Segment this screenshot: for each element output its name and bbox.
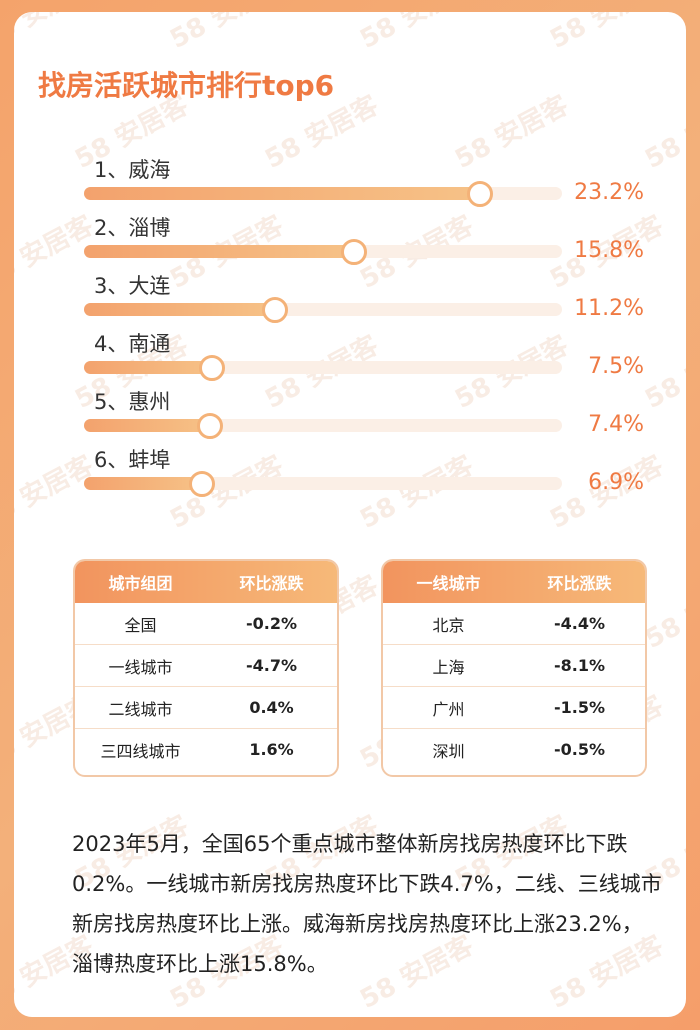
header-cell: 环比涨跌 (239, 574, 304, 593)
table-row: 深圳 -0.5% (383, 728, 645, 770)
city-group-table: 城市组团 环比涨跌 全国 -0.2% 一线城市 -4.7% 二线城市 0.4% … (73, 559, 339, 777)
rank-row: 5、惠州 7.4% (14, 386, 686, 444)
table-header: 一线城市 环比涨跌 (383, 561, 645, 603)
bar-fill (84, 245, 354, 258)
bar-fill (84, 303, 275, 316)
bar-fill (84, 419, 210, 432)
tier1-city-table: 一线城市 环比涨跌 北京 -4.4% 上海 -8.1% 广州 -1.5% 深圳 … (381, 559, 647, 777)
bar-track (84, 471, 562, 497)
city-cell: 二线城市 (108, 699, 173, 719)
city-label: 2、淄博 (94, 216, 171, 240)
change-cell: -0.2% (245, 614, 297, 633)
bar-fill (84, 477, 202, 490)
rank-row: 3、大连 11.2% (14, 270, 686, 328)
bar-track (84, 181, 562, 207)
change-cell: 0.4% (249, 698, 294, 717)
bar-track (84, 239, 562, 265)
value-label: 6.9% (588, 470, 644, 495)
bar-end-knob (467, 181, 493, 207)
city-cell: 上海 (432, 657, 465, 677)
table-row: 广州 -1.5% (383, 686, 645, 728)
table-row: 一线城市 -4.7% (75, 644, 337, 686)
summary-paragraph: 2023年5月，全国65个重点城市整体新房找房热度环比下跌0.2%。一线城市新房… (72, 832, 662, 976)
city-cell: 深圳 (432, 741, 465, 761)
table-row: 北京 -4.4% (383, 603, 645, 644)
bar-track (84, 355, 562, 381)
value-label: 11.2% (574, 296, 644, 321)
header-cell: 城市组团 (108, 574, 173, 593)
change-cell: -0.5% (553, 740, 605, 759)
rank-row: 2、淄博 15.8% (14, 212, 686, 270)
header-cell: 环比涨跌 (547, 574, 612, 593)
value-label: 7.4% (588, 412, 644, 437)
table-row: 二线城市 0.4% (75, 686, 337, 728)
change-cell: -8.1% (553, 656, 605, 675)
bar-end-knob (262, 297, 288, 323)
city-label: 3、大连 (94, 274, 171, 298)
table-row: 上海 -8.1% (383, 644, 645, 686)
rank-row: 4、南通 7.5% (14, 328, 686, 386)
table-header: 城市组团 环比涨跌 (75, 561, 337, 603)
value-label: 7.5% (588, 354, 644, 379)
bar-track (84, 413, 562, 439)
bar-track (84, 297, 562, 323)
table-row: 三四线城市 1.6% (75, 728, 337, 770)
bar-end-knob (341, 239, 367, 265)
table-row: 全国 -0.2% (75, 603, 337, 644)
city-cell: 全国 (124, 615, 157, 635)
city-cell: 广州 (432, 699, 465, 719)
change-cell: -4.7% (245, 656, 297, 675)
rank-row: 6、蚌埠 6.9% (14, 444, 686, 502)
city-cell: 北京 (432, 615, 465, 635)
bar-end-knob (199, 355, 225, 381)
bar-fill (84, 187, 480, 200)
rank-row: 1、威海 23.2% (14, 154, 686, 212)
city-cell: 一线城市 (108, 657, 173, 677)
value-label: 15.8% (574, 238, 644, 263)
header-cell: 一线城市 (416, 574, 481, 593)
change-cell: -1.5% (553, 698, 605, 717)
city-label: 4、南通 (94, 332, 171, 356)
value-label: 23.2% (574, 180, 644, 205)
change-cell: 1.6% (249, 740, 294, 759)
city-cell: 三四线城市 (100, 741, 181, 761)
bar-end-knob (197, 413, 223, 439)
city-label: 5、惠州 (94, 390, 171, 414)
bar-fill (84, 361, 212, 374)
page-title: 找房活跃城市排行top6 (38, 69, 335, 102)
ranking-chart: 1、威海 23.2% 2、淄博 15.8% 3、大连 11.2% 4、南通 7.5% 5、惠州 7… (14, 12, 686, 512)
city-label: 6、蚌埠 (94, 448, 171, 472)
change-cell: -4.4% (553, 614, 605, 633)
bar-end-knob (189, 471, 215, 497)
city-label: 1、威海 (94, 158, 171, 182)
